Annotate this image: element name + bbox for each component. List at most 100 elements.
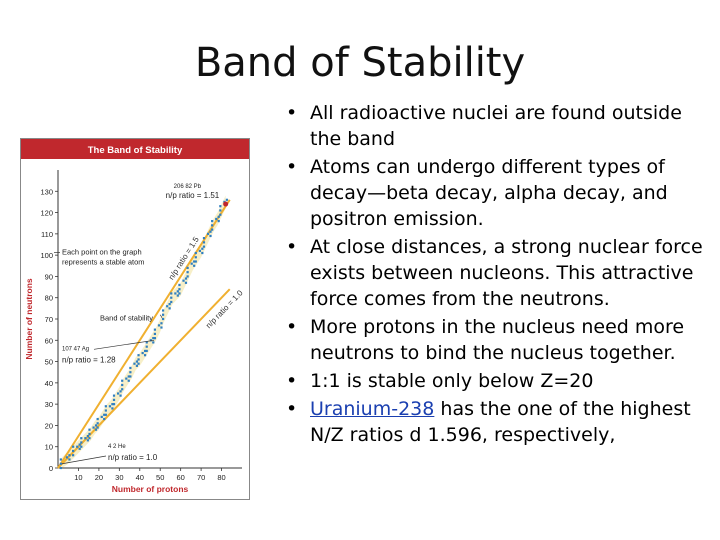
- stable-nucleus-point: [141, 351, 144, 355]
- bullet-item: Uranium-238 has the one of the highest N…: [286, 396, 706, 448]
- stable-nucleus-point: [135, 360, 139, 363]
- chart-header-bar: [21, 139, 249, 159]
- slide-title-text: Band of Stability: [194, 40, 526, 86]
- stable-nucleus-point: [108, 405, 112, 408]
- stable-nucleus-point: [111, 403, 114, 406]
- stable-nucleus-point: [121, 383, 124, 387]
- x-tick-label: 60: [176, 473, 184, 482]
- bullet-item: At close distances, a strong nuclear for…: [286, 234, 706, 312]
- bullet-item: All radioactive nuclei are found outside…: [286, 100, 706, 152]
- stable-nucleus-point: [104, 413, 107, 416]
- stable-nucleus-point: [119, 390, 122, 393]
- x-tick-label: 70: [197, 473, 205, 482]
- stable-nucleus-point: [186, 275, 189, 278]
- stable-nucleus-point: [127, 375, 130, 378]
- stable-nucleus-point: [209, 234, 212, 238]
- stable-nucleus-point: [219, 209, 222, 212]
- stable-nucleus-point: [219, 205, 222, 208]
- stable-nucleus-point: [112, 403, 116, 406]
- stable-nucleus-point: [217, 215, 220, 218]
- stable-nucleus-point: [178, 288, 181, 291]
- chart-title: The Band of Stability: [88, 145, 183, 156]
- stable-nucleus-point: [153, 328, 157, 331]
- bullet-text: has the one of the highest N/Z ratios d …: [310, 398, 691, 446]
- stable-nucleus-point: [129, 366, 132, 370]
- annotation-nuclide: 107 47 Ag: [62, 346, 89, 352]
- stable-nucleus-point: [194, 256, 197, 259]
- stable-nucleus-point: [178, 283, 181, 287]
- stable-nucleus-point: [193, 260, 196, 263]
- uranium-238-link[interactable]: Uranium-238: [310, 398, 435, 420]
- annotation-leader: [62, 455, 107, 465]
- stable-nucleus-point: [88, 437, 91, 440]
- stable-nucleus-point: [202, 241, 206, 244]
- stable-nucleus-point: [72, 445, 75, 448]
- stable-nucleus-point: [153, 332, 157, 335]
- annotation-text: represents a stable atom: [62, 258, 145, 267]
- y-tick-label: 20: [45, 421, 53, 430]
- y-tick-label: 130: [40, 187, 53, 196]
- stable-nucleus-point: [59, 466, 62, 470]
- y-tick-label: 40: [45, 379, 53, 388]
- stable-nucleus-point: [96, 426, 99, 429]
- annotation-nuclide: 4 2 He: [108, 444, 126, 450]
- stable-nucleus-point: [127, 379, 130, 382]
- stable-nucleus-point: [121, 379, 124, 382]
- annotation-text: Band of stability: [100, 314, 153, 323]
- stable-nucleus-point: [129, 375, 132, 378]
- stable-nucleus-point: [193, 264, 196, 267]
- stable-nucleus-point: [117, 392, 120, 395]
- stable-nucleus-point: [86, 439, 89, 442]
- stable-nucleus-point: [145, 345, 148, 348]
- stable-nucleus-point: [72, 449, 75, 453]
- stable-nucleus-point: [219, 213, 222, 216]
- stable-nucleus-point: [137, 362, 140, 365]
- stable-nucleus-point: [170, 300, 173, 304]
- stable-nucleus-point: [217, 219, 220, 223]
- stable-nucleus-point: [161, 317, 165, 321]
- stable-nucleus-point: [161, 313, 165, 316]
- stable-nucleus-point: [72, 454, 75, 457]
- x-tick-label: 20: [95, 473, 103, 482]
- annotation-leader: [93, 339, 155, 350]
- bullet-item: More protons in the nucleus need more ne…: [286, 314, 706, 366]
- stable-nucleus-point: [112, 398, 116, 401]
- stable-nucleus-point: [149, 339, 152, 342]
- stable-nucleus-point: [186, 266, 189, 270]
- stable-nucleus-point: [59, 458, 62, 461]
- stable-nucleus-point: [137, 358, 140, 361]
- stable-nucleus-point: [125, 377, 128, 380]
- annotation-text: n/p ratio = 1.51: [166, 191, 220, 200]
- stable-nucleus-point: [80, 437, 83, 440]
- stable-nucleus-point: [78, 447, 81, 450]
- stable-nucleus-point: [176, 294, 179, 297]
- stable-nucleus-point: [170, 296, 173, 299]
- stable-nucleus-point: [174, 292, 177, 295]
- stable-nucleus-point: [135, 364, 139, 367]
- y-tick-label: 100: [40, 251, 53, 260]
- stable-nucleus-point: [152, 337, 155, 340]
- stable-nucleus-point: [184, 281, 188, 284]
- stable-nucleus-point: [194, 260, 197, 263]
- stable-nucleus-point: [160, 326, 163, 329]
- y-tick-label: 90: [45, 272, 53, 281]
- stable-nucleus-point: [215, 217, 218, 221]
- stable-nucleus-point: [143, 349, 147, 353]
- stable-nucleus-point: [92, 426, 95, 429]
- stability-band-fill: [62, 195, 226, 469]
- band-of-stability-chart: The Band of Stability 0 10 20 30 40 50 60 70 80 90…: [20, 138, 250, 500]
- stable-nucleus-point: [133, 362, 136, 365]
- stable-nucleus-point: [184, 277, 188, 280]
- stable-nucleus-point: [145, 341, 148, 344]
- annotation-leader: [159, 314, 163, 318]
- stable-nucleus-point: [202, 245, 206, 248]
- y-tick-label: 110: [41, 230, 53, 239]
- stable-nucleus-point: [168, 303, 171, 306]
- stable-nucleus-point: [166, 305, 169, 308]
- stable-nucleus-point: [153, 337, 157, 340]
- stable-nucleus-point: [161, 309, 165, 312]
- stable-nucleus-point: [100, 415, 103, 419]
- stable-nucleus-point: [168, 307, 171, 310]
- stable-nucleus-point: [202, 237, 206, 240]
- stable-nucleus-point: [211, 228, 214, 231]
